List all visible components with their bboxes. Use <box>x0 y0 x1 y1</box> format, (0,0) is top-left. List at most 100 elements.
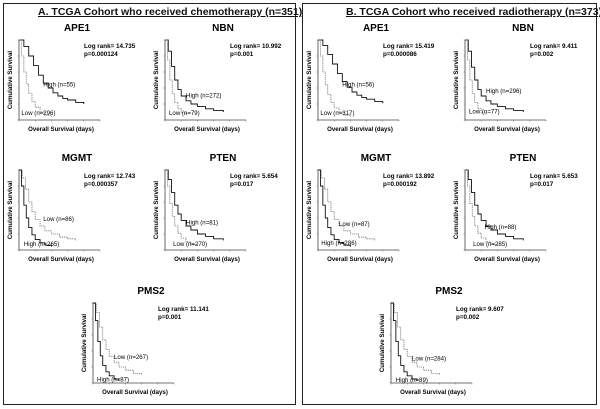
y-axis-label: Cumulative Survival <box>306 181 313 240</box>
series-label: Low (n=296) <box>21 110 55 117</box>
panel-b-title: B. TCGA Cohort who received radiotherapy… <box>346 6 600 18</box>
series-label: High (n=88) <box>484 224 516 231</box>
y-axis-label: Cumulative Survival <box>379 314 386 373</box>
km-plot-b-pten: PTEN Cumulative Survival Overall Survival … <box>453 153 578 263</box>
survival-curve <box>465 39 524 112</box>
survival-curve <box>19 169 52 247</box>
plot-title: PTEN <box>510 153 537 164</box>
panel-a-title: A. TCGA Cohort who received chemotherapy… <box>38 6 303 18</box>
x-axis-label: Overall Survival (days) <box>28 126 94 133</box>
plot-title: NBN <box>512 23 534 34</box>
series-label: Low (n=77) <box>469 109 500 116</box>
km-plot-a-mgmt: MGMT Cumulative Survival Overall Survival … <box>7 153 136 263</box>
series-label: High (n=56) <box>342 81 374 88</box>
survival-curve <box>93 302 120 381</box>
series-label: Low (n=317) <box>320 110 354 117</box>
panel-b-frame <box>302 3 597 405</box>
survival-curve <box>318 39 351 117</box>
survival-curve <box>165 169 224 241</box>
plot-title: APE1 <box>363 23 390 34</box>
p-value: p=0.000357 <box>84 181 118 188</box>
series-label: Low (n=79) <box>169 110 200 117</box>
logrank-stat: Log rank= 12.743 <box>84 173 136 180</box>
p-value: p=0.001 <box>230 51 254 58</box>
p-value: p=0.000086 <box>383 51 417 58</box>
logrank-stat: Log rank= 15.419 <box>383 43 435 50</box>
y-axis-label: Cumulative Survival <box>453 51 460 110</box>
x-axis-label: Overall Survival (days) <box>474 256 540 263</box>
plot-title: PMS2 <box>435 286 463 297</box>
km-plot-b-mgmt: MGMT Cumulative Survival Overall Survival … <box>306 153 435 263</box>
logrank-stat: Log rank= 13.892 <box>383 173 435 180</box>
km-plot-a-ape1: APE1 Cumulative Survival Overall Survival … <box>7 23 136 133</box>
plot-title: PTEN <box>210 153 237 164</box>
logrank-stat: Log rank= 5.653 <box>530 173 578 180</box>
series-label: Low (n=87) <box>339 221 370 228</box>
plot-title: PMS2 <box>137 286 165 297</box>
y-axis-label: Cumulative Survival <box>81 314 88 373</box>
km-plot-a-pms2: PMS2 Cumulative Survival Overall Survival … <box>81 286 209 396</box>
series-label: Low (n=284) <box>412 356 446 363</box>
survival-curve <box>165 169 198 246</box>
p-value: p=0.001 <box>158 314 182 321</box>
p-value: p=0.017 <box>230 181 254 188</box>
km-plot-b-ape1: APE1 Cumulative Survival Overall Survival … <box>306 23 435 133</box>
x-axis-label: Overall Survival (days) <box>327 256 393 263</box>
km-plot-b-nbn: NBN Cumulative Survival Overall Survival (… <box>453 23 578 133</box>
survival-curve <box>318 169 376 241</box>
p-value: p=0.002 <box>530 51 554 58</box>
series-label: Low (n=86) <box>43 216 74 223</box>
logrank-stat: Log rank= 9.411 <box>530 43 578 50</box>
plot-title: MGMT <box>361 153 392 164</box>
series-label: Low (n=267) <box>114 354 148 361</box>
logrank-stat: Log rank= 11.141 <box>158 306 209 313</box>
series-label: High (n=87) <box>97 376 129 383</box>
survival-curve <box>465 169 498 246</box>
x-axis-label: Overall Survival (days) <box>174 256 240 263</box>
y-axis-label: Cumulative Survival <box>153 181 160 240</box>
km-plot-b-pms2: PMS2 Cumulative Survival Overall Survival … <box>379 286 504 396</box>
p-value: p=0.000124 <box>84 51 118 58</box>
survival-curve <box>19 39 85 104</box>
series-label: High (n=89) <box>396 377 428 384</box>
series-label: High (n=286) <box>321 240 356 247</box>
survival-curve <box>318 169 351 247</box>
x-axis-label: Overall Survival (days) <box>174 126 240 133</box>
x-axis-label: Overall Survival (days) <box>327 126 393 133</box>
p-value: p=0.000192 <box>383 181 417 188</box>
p-value: p=0.017 <box>530 181 554 188</box>
x-axis-label: Overall Survival (days) <box>400 389 466 396</box>
x-axis-label: Overall Survival (days) <box>102 389 168 396</box>
series-label: High (n=55) <box>43 81 75 88</box>
series-label: High (n=81) <box>186 219 218 226</box>
series-label: High (n=296) <box>486 88 521 95</box>
series-label: Low (n=270) <box>173 241 207 248</box>
logrank-stat: Log rank= 14.735 <box>84 43 136 50</box>
x-axis-label: Overall Survival (days) <box>474 126 540 133</box>
survival-curve <box>391 302 418 381</box>
p-value: p=0.002 <box>456 314 480 321</box>
logrank-stat: Log rank= 5.654 <box>230 173 278 180</box>
y-axis-label: Cumulative Survival <box>306 51 313 110</box>
logrank-stat: Log rank= 9.607 <box>456 306 504 313</box>
survival-curve <box>318 39 384 104</box>
plot-title: MGMT <box>62 153 93 164</box>
panel-a-frame <box>3 3 296 405</box>
series-label: Low (n=285) <box>473 241 507 248</box>
y-axis-label: Cumulative Survival <box>7 181 14 240</box>
km-plot-a-pten: PTEN Cumulative Survival Overall Survival … <box>153 153 278 263</box>
x-axis-label: Overall Survival (days) <box>28 256 94 263</box>
survival-curve <box>391 302 440 375</box>
survival-curve <box>19 169 77 241</box>
survival-curve <box>465 169 524 241</box>
series-label: High (n=272) <box>186 93 221 100</box>
y-axis-label: Cumulative Survival <box>453 181 460 240</box>
plot-title: NBN <box>212 23 234 34</box>
survival-curve <box>165 39 224 112</box>
survival-curve <box>19 39 52 117</box>
series-label: High (n=265) <box>24 241 59 248</box>
y-axis-label: Cumulative Survival <box>7 51 14 110</box>
survival-curve <box>93 302 142 375</box>
plot-title: APE1 <box>64 23 91 34</box>
y-axis-label: Cumulative Survival <box>153 51 160 110</box>
